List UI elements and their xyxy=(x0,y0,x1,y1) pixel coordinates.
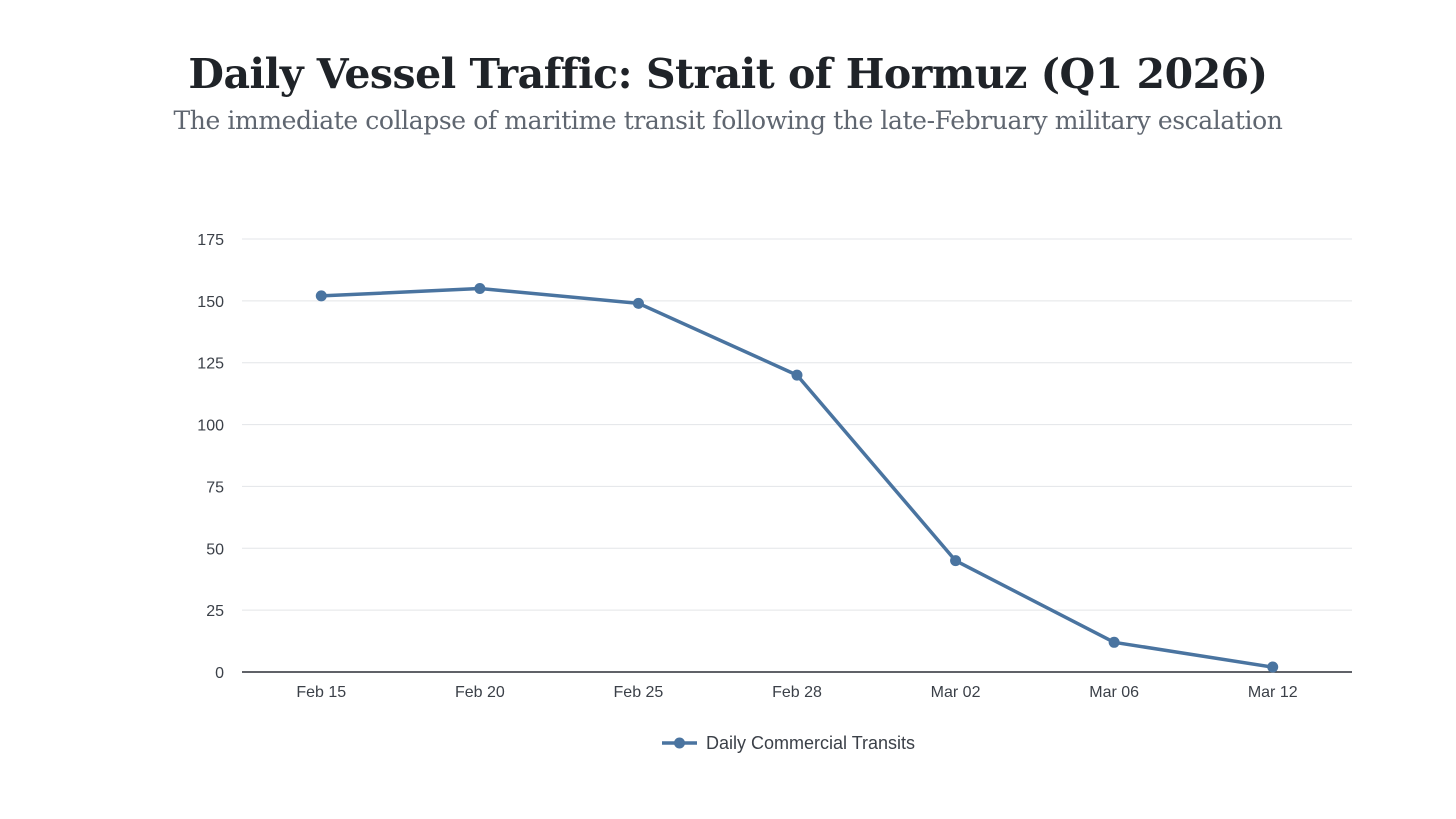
x-tick-label: Feb 25 xyxy=(614,684,664,701)
y-axis-ticks: 0 25 50 75 100 125 150 175 xyxy=(197,232,224,682)
y-tick-label: 100 xyxy=(197,418,224,435)
chart-title: Daily Vessel Traffic: Strait of Hormuz (… xyxy=(188,50,1268,98)
x-tick-label: Mar 02 xyxy=(931,684,981,701)
data-point[interactable] xyxy=(1267,661,1279,673)
x-tick-label: Feb 15 xyxy=(296,684,346,701)
y-tick-label: 25 xyxy=(206,603,224,620)
y-tick-label: 125 xyxy=(197,356,224,373)
x-tick-label: Mar 06 xyxy=(1089,684,1139,701)
legend-label: Daily Commercial Transits xyxy=(706,733,915,753)
y-tick-label: 0 xyxy=(215,665,224,682)
y-tick-label: 150 xyxy=(197,294,224,311)
data-point[interactable] xyxy=(1108,636,1120,648)
x-tick-label: Feb 28 xyxy=(772,684,822,701)
x-tick-label: Feb 20 xyxy=(455,684,505,701)
x-axis-ticks: Feb 15 Feb 20 Feb 25 Feb 28 Mar 02 Mar 06 Mar … xyxy=(296,684,1297,701)
series xyxy=(315,282,1279,673)
chart-subtitle: The immediate collapse of maritime trans… xyxy=(173,106,1283,135)
y-tick-label: 175 xyxy=(197,232,224,249)
legend: Daily Commercial Transits xyxy=(662,733,915,753)
data-point[interactable] xyxy=(315,290,327,302)
data-point[interactable] xyxy=(950,555,962,567)
data-point[interactable] xyxy=(632,297,644,309)
data-point[interactable] xyxy=(791,369,803,381)
data-point[interactable] xyxy=(474,282,486,294)
y-tick-label: 50 xyxy=(206,541,224,558)
grid-lines xyxy=(242,238,1352,611)
y-tick-label: 75 xyxy=(206,479,224,496)
x-tick-label: Mar 12 xyxy=(1248,684,1298,701)
legend-swatch-marker xyxy=(674,737,685,749)
